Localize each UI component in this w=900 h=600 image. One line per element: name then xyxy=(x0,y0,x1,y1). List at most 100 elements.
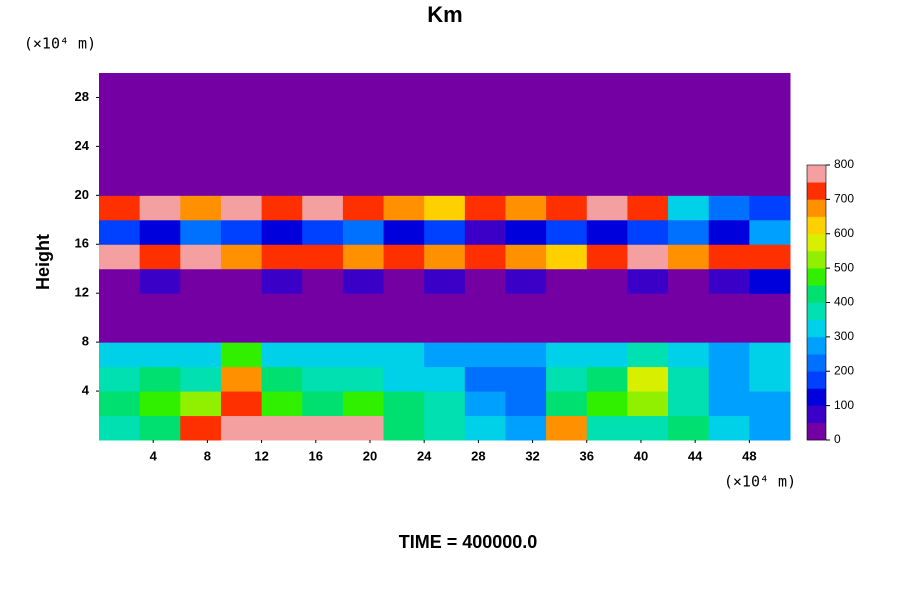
colorbar-cell xyxy=(807,302,826,320)
heat-cell xyxy=(464,73,506,98)
heat-cell xyxy=(464,415,506,441)
heat-cell xyxy=(424,219,466,245)
heat-cell xyxy=(139,391,181,417)
heat-cell xyxy=(302,317,344,343)
heat-cell xyxy=(139,121,181,147)
heat-cell xyxy=(261,366,303,392)
x-tick-label: 16 xyxy=(309,448,323,463)
heat-cell xyxy=(749,97,791,123)
colorbar-cell xyxy=(807,250,826,269)
heat-cell xyxy=(586,195,628,221)
heat-cell xyxy=(505,391,547,417)
heat-cell xyxy=(708,219,750,245)
heat-cell xyxy=(302,219,344,245)
heat-cell xyxy=(261,146,303,172)
x-tick-label: 32 xyxy=(525,448,539,463)
chart-title: Km xyxy=(427,2,462,27)
heat-cell xyxy=(342,342,385,368)
heat-cell xyxy=(383,170,425,196)
x-tick-label: 48 xyxy=(742,448,756,463)
heat-cell xyxy=(99,317,141,343)
heat-cell xyxy=(546,219,588,245)
heat-cell xyxy=(749,415,791,441)
heat-cell xyxy=(220,219,263,245)
heat-cell xyxy=(749,170,791,196)
heat-cell xyxy=(586,121,628,147)
heat-cell xyxy=(749,73,791,98)
heat-cell xyxy=(749,146,791,172)
heat-cell xyxy=(627,391,669,417)
heat-cell xyxy=(261,342,303,368)
heat-cell xyxy=(546,317,588,343)
heat-cell xyxy=(220,170,263,196)
heat-cell xyxy=(546,293,588,319)
heat-cell xyxy=(668,268,710,294)
colorbar-tick-label: 300 xyxy=(834,329,854,343)
colorbar-tick-label: 800 xyxy=(834,157,854,171)
heat-cell xyxy=(302,73,344,98)
heat-cell xyxy=(383,415,425,441)
heat-cell xyxy=(668,97,710,123)
heat-cell xyxy=(261,121,303,147)
colorbar-cell xyxy=(807,233,826,252)
colorbar-cell xyxy=(807,371,826,389)
heat-cell xyxy=(668,391,710,417)
colorbar-cell xyxy=(807,199,826,217)
heat-cell xyxy=(668,293,710,319)
heat-cell xyxy=(708,366,750,392)
heat-cell xyxy=(99,366,141,392)
heat-cell xyxy=(424,73,466,98)
colorbar-tick-label: 700 xyxy=(834,192,854,206)
heat-cell xyxy=(668,146,710,172)
heat-cell xyxy=(302,293,344,319)
heat-cell xyxy=(464,121,506,147)
heat-cell xyxy=(505,415,547,441)
heat-cell xyxy=(99,342,141,368)
heat-cell xyxy=(139,195,181,221)
heat-cell xyxy=(708,342,750,368)
x-tick-label: 24 xyxy=(417,448,432,463)
heat-cell xyxy=(180,219,222,245)
heat-cell xyxy=(586,317,628,343)
heat-cell xyxy=(180,195,222,221)
heat-cell xyxy=(302,146,344,172)
heat-cell xyxy=(302,170,344,196)
heat-cell xyxy=(383,121,425,147)
heat-cell xyxy=(586,415,628,441)
x-tick-label: 36 xyxy=(580,448,594,463)
heat-cell xyxy=(464,293,506,319)
heat-cell xyxy=(749,293,791,319)
colorbar-tick-label: 600 xyxy=(834,226,854,240)
y-axis-label: Height xyxy=(33,234,53,290)
heat-cell xyxy=(261,219,303,245)
heat-cell xyxy=(668,342,710,368)
heat-cell xyxy=(424,415,466,441)
heat-cell xyxy=(383,146,425,172)
heat-cell xyxy=(668,366,710,392)
heat-cell xyxy=(708,268,750,294)
heat-cell xyxy=(383,97,425,123)
heat-cell xyxy=(505,268,547,294)
heat-cell xyxy=(708,146,750,172)
heat-cell xyxy=(668,73,710,98)
heat-cell xyxy=(424,317,466,343)
heat-cell xyxy=(220,268,263,294)
heat-cell xyxy=(220,121,263,147)
heat-cell xyxy=(383,268,425,294)
y-tick-label: 24 xyxy=(75,138,90,153)
heat-cell xyxy=(505,244,547,270)
heat-cell xyxy=(220,366,263,392)
heat-cell xyxy=(505,195,547,221)
heat-cell xyxy=(627,293,669,319)
heat-cell xyxy=(342,391,385,417)
heat-cell xyxy=(342,121,385,147)
heat-cell xyxy=(424,97,466,123)
heat-cell xyxy=(627,317,669,343)
heat-cell xyxy=(505,146,547,172)
heat-cell xyxy=(586,391,628,417)
heat-cell xyxy=(180,268,222,294)
x-tick-label: 4 xyxy=(150,448,158,463)
heat-cell xyxy=(139,219,181,245)
x-tick-label: 44 xyxy=(688,448,703,463)
heat-cell xyxy=(586,73,628,98)
